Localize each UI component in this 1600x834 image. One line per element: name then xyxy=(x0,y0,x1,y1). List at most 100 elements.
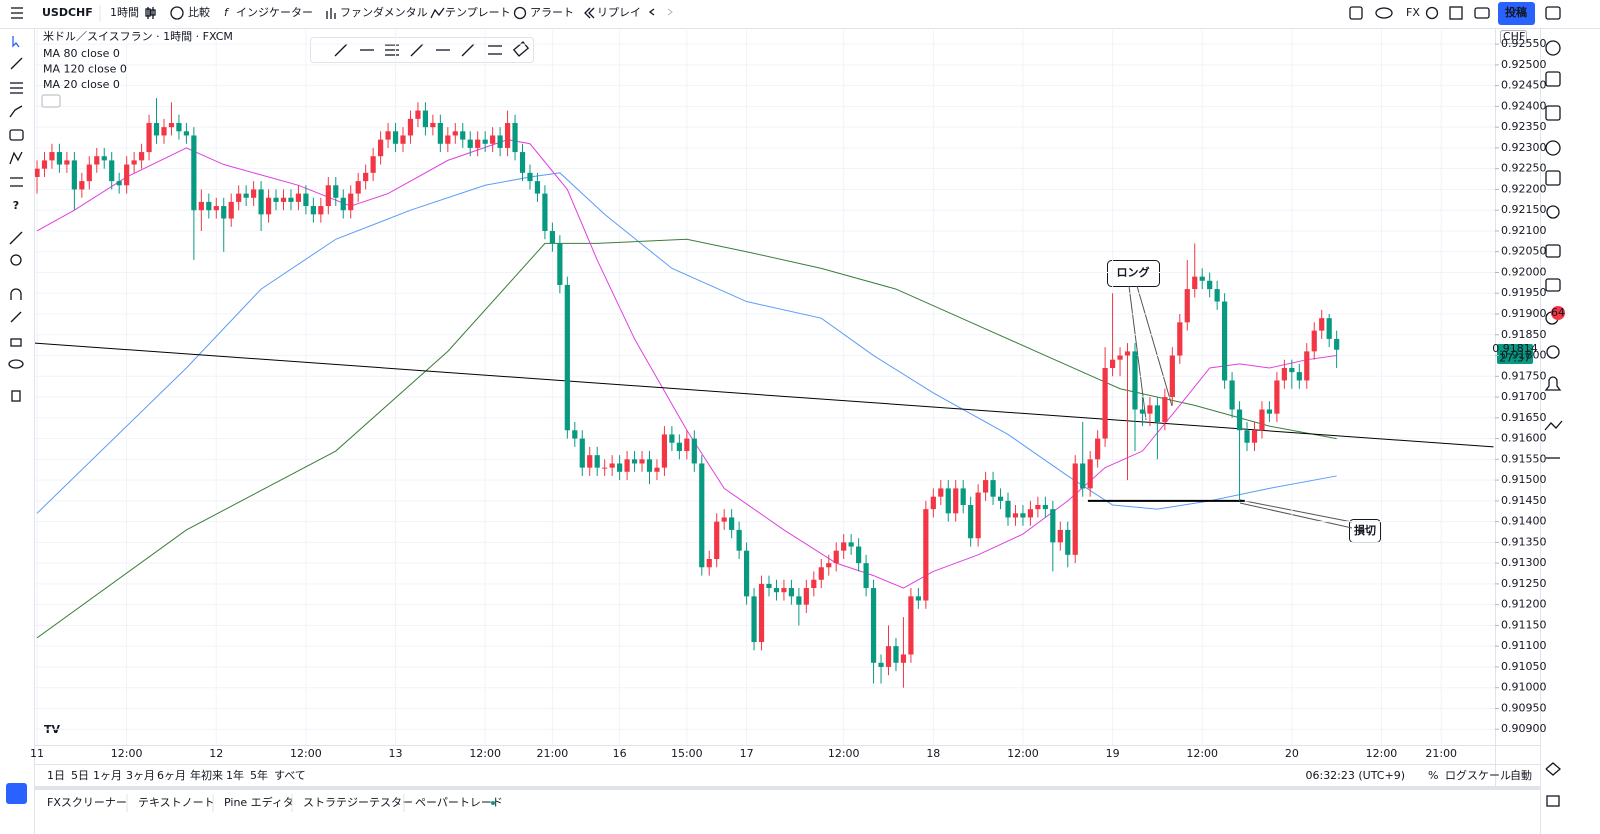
x-tick-label: 12:00 xyxy=(1366,747,1398,760)
candle-body xyxy=(669,434,675,443)
candle-body xyxy=(617,463,623,472)
candle-body xyxy=(1334,338,1340,350)
y-tick-label: 0.92050 xyxy=(1501,245,1547,258)
candle-body xyxy=(960,488,966,506)
toolbar-item[interactable]: ファンダメンタル xyxy=(340,5,428,19)
annotation-label: ロング xyxy=(1117,265,1150,279)
range-button[interactable]: 1年 xyxy=(226,768,244,782)
menu-icon[interactable] xyxy=(11,7,23,19)
replay-icon[interactable] xyxy=(584,7,591,19)
candle-type-icon[interactable] xyxy=(145,7,156,19)
candle-body xyxy=(870,588,877,663)
legend-collapse[interactable] xyxy=(41,94,61,108)
fullscreen-icon[interactable] xyxy=(1449,6,1463,20)
y-tick-label: 0.90950 xyxy=(1501,701,1547,714)
x-tick-label: 12 xyxy=(209,747,223,760)
annotation-box xyxy=(1107,260,1160,287)
y-tick-label: 0.92100 xyxy=(1501,224,1547,237)
candle-body xyxy=(803,588,809,605)
right-toolbar xyxy=(1541,29,1600,834)
toolbar-item[interactable]: テンプレート xyxy=(445,6,511,19)
fundamental-icon[interactable] xyxy=(326,8,336,19)
candle-body xyxy=(1289,367,1295,373)
candle-body xyxy=(1124,351,1131,356)
help-icon[interactable]: ? xyxy=(13,199,19,212)
template-icon[interactable] xyxy=(430,7,445,19)
cloud-icon[interactable] xyxy=(1375,7,1393,19)
chart-title: 米ドル／スイスフラン · 1時間 · FXCM xyxy=(43,30,233,43)
bottom-tab[interactable]: テキストノート xyxy=(138,796,215,809)
status-dot xyxy=(491,801,495,805)
toolbar-item[interactable]: リプレイ xyxy=(597,6,641,19)
x-tick-label: 12:00 xyxy=(469,747,501,760)
candle-body xyxy=(997,496,1004,501)
toolbar-item[interactable]: 比較 xyxy=(188,6,210,19)
candle-body xyxy=(1259,409,1265,431)
compare-icon[interactable] xyxy=(170,6,184,20)
range-button[interactable]: 5年 xyxy=(250,768,268,782)
bottom-tab[interactable]: Pine エディタ xyxy=(224,795,294,809)
publish-button[interactable] xyxy=(1498,2,1535,25)
layout-icon[interactable] xyxy=(1349,6,1363,20)
undo-icon[interactable] xyxy=(648,8,655,16)
candle-body xyxy=(878,662,884,667)
bottom-tab[interactable]: ペーパートレード xyxy=(415,796,503,809)
y-tick-label: 0.91850 xyxy=(1501,328,1547,341)
y-tick-label: 0.91650 xyxy=(1501,411,1547,424)
candle-body xyxy=(206,201,212,211)
range-button[interactable]: すべて xyxy=(274,769,306,782)
candle-body xyxy=(990,480,996,497)
x-tick-label: 16 xyxy=(613,747,627,760)
replay-icon-2[interactable] xyxy=(588,7,595,19)
auto-toggle[interactable]: 自動 xyxy=(1510,768,1532,782)
candle-body xyxy=(534,181,541,194)
candle-body xyxy=(191,135,197,211)
candle-body xyxy=(71,160,77,190)
candle-body xyxy=(1065,529,1071,555)
range-button[interactable]: 1日 xyxy=(47,769,65,782)
symbol[interactable]: USDCHF xyxy=(42,6,93,19)
candle-body xyxy=(1274,380,1280,414)
range-button[interactable]: 5日 xyxy=(71,769,89,782)
candle-body xyxy=(915,596,921,601)
drawing-toolbar-icons[interactable] xyxy=(334,41,530,57)
alert-icon[interactable] xyxy=(513,6,527,20)
bottom-tab[interactable]: ストラテジーテスター xyxy=(303,796,413,809)
last-price-box xyxy=(1497,344,1533,364)
toolbar-item[interactable]: インジケーター xyxy=(236,6,313,19)
market[interactable]: FX xyxy=(1406,6,1420,19)
publish-label[interactable]: 投稿 xyxy=(1505,5,1527,19)
percent-toggle[interactable]: % xyxy=(1428,769,1438,782)
candle-body xyxy=(1087,459,1093,489)
candle-body xyxy=(1012,513,1019,518)
y-tick-label: 0.91400 xyxy=(1501,515,1547,528)
range-button[interactable]: 6ヶ月 xyxy=(157,769,186,782)
log-toggle[interactable]: ログスケール xyxy=(1445,768,1511,782)
candle-body xyxy=(676,442,682,452)
y-tick-label: 0.92150 xyxy=(1501,203,1547,216)
interval[interactable]: 1時間 xyxy=(110,6,139,19)
candle-body xyxy=(1207,280,1213,290)
bottom-tab[interactable]: FXスクリーナー xyxy=(47,796,127,809)
candle-body xyxy=(251,189,257,198)
settings-icon[interactable] xyxy=(1425,6,1439,20)
range-button[interactable]: 3ヶ月 xyxy=(126,769,155,782)
candle-body xyxy=(542,193,548,231)
toolbar-item[interactable]: アラート xyxy=(530,6,574,19)
range-button[interactable]: 年初来 xyxy=(190,768,223,782)
candle-body xyxy=(1020,513,1026,518)
candle-body xyxy=(781,588,787,593)
y-tick-label: 0.91200 xyxy=(1501,598,1547,611)
favorites-button[interactable] xyxy=(6,783,27,804)
y-tick-label: 0.91500 xyxy=(1501,473,1547,486)
range-button[interactable]: 1ヶ月 xyxy=(93,769,122,782)
candle-body xyxy=(1147,405,1153,414)
candle-body xyxy=(161,127,167,136)
candle-body xyxy=(138,152,145,161)
top-toolbar xyxy=(0,0,1600,28)
x-tick-label: 12:00 xyxy=(111,747,143,760)
candle-body xyxy=(714,521,720,559)
snapshot-icon[interactable] xyxy=(1474,7,1490,19)
indicator-icon[interactable]: f xyxy=(224,6,230,19)
